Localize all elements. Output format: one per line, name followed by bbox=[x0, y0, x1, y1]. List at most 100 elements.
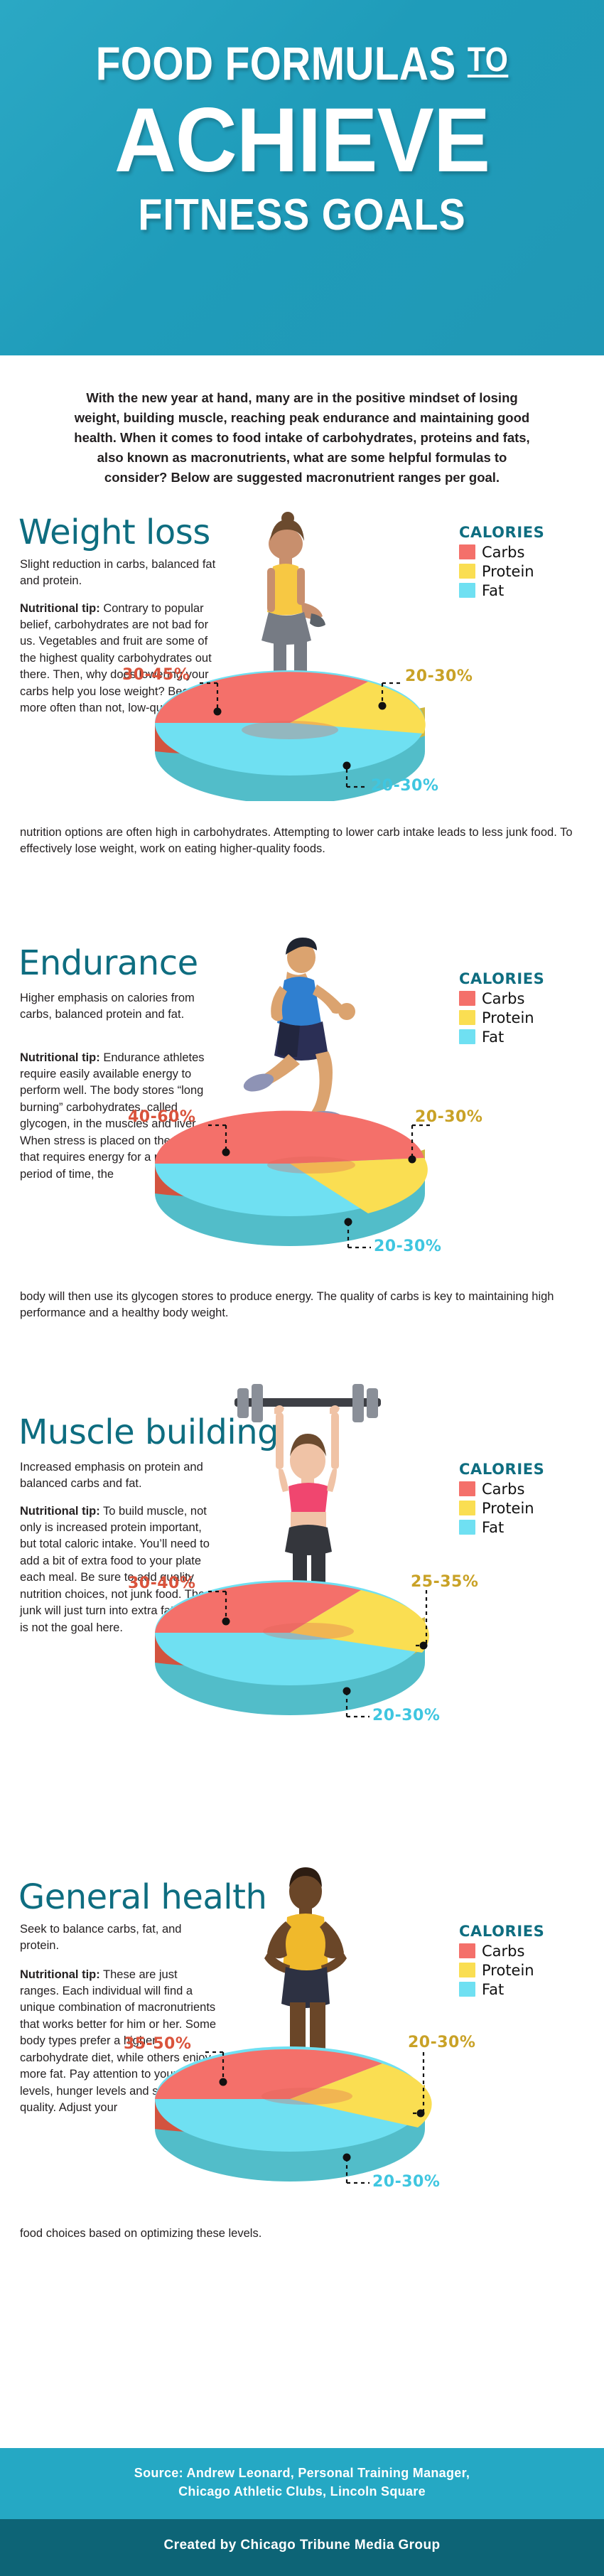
pct-fat-endurance: 20-30% bbox=[374, 1237, 442, 1255]
legend-row-protein: Protein bbox=[459, 1500, 544, 1517]
source-line-2: Chicago Athletic Clubs, Lincoln Square bbox=[178, 2484, 426, 2499]
section-weight-loss: Weight loss Slight reduction in carbs, b… bbox=[0, 510, 604, 936]
tip-label: Nutritional tip: bbox=[20, 1504, 100, 1518]
legend-row-protein: Protein bbox=[459, 1009, 544, 1026]
intro-paragraph: With the new year at hand, many are in t… bbox=[74, 390, 530, 485]
header-banner: FOOD FORMULAS TO ACHIEVE FITNESS GOALS bbox=[0, 0, 604, 355]
legend-row-fat: Fat bbox=[459, 1029, 544, 1046]
legend-row-protein: Protein bbox=[459, 563, 544, 580]
legend-row-fat: Fat bbox=[459, 1519, 544, 1536]
legend-title: CALORIES bbox=[459, 523, 545, 541]
pct-protein-weight-loss: 20-30% bbox=[405, 667, 473, 685]
legend-row-carbs: Carbs bbox=[459, 990, 544, 1007]
legend-label-fat: Fat bbox=[482, 581, 505, 599]
legend-label-carbs: Carbs bbox=[482, 1942, 525, 1960]
legend-row-fat: Fat bbox=[459, 1981, 544, 1998]
section-general-health: General health Seek to balance carbs, fa… bbox=[0, 1867, 604, 2322]
legend-swatch-fat bbox=[459, 583, 475, 599]
legend-swatch-fat bbox=[459, 1520, 475, 1535]
leader-lines bbox=[225, 1589, 428, 1717]
source-bar: Source: Andrew Leonard, Personal Trainin… bbox=[0, 2448, 604, 2519]
pie-svg bbox=[155, 1867, 432, 2184]
pct-carbs-endurance: 40-60% bbox=[128, 1107, 196, 1126]
section-tail-endurance: body will then use its glycogen stores t… bbox=[20, 1289, 554, 1319]
legend-title: CALORIES bbox=[459, 970, 545, 987]
leader-dot-protein bbox=[378, 702, 387, 710]
legend-swatch-protein bbox=[459, 1963, 475, 1978]
credit-text: Created by Chicago Tribune Media Group bbox=[163, 2538, 441, 2553]
pie-svg bbox=[154, 937, 432, 1248]
pct-fat-general-health: 20-30% bbox=[372, 2172, 441, 2191]
legend-row-carbs: Carbs bbox=[459, 1481, 544, 1498]
pie-geometry bbox=[155, 2046, 432, 2181]
title-line-3: FITNESS GOALS bbox=[138, 190, 466, 240]
legend-muscle-building: CALORIES Carbs Protein Fat bbox=[459, 1461, 544, 1538]
legend-weight-loss: CALORIES Carbs Protein Fat bbox=[459, 524, 544, 601]
legend-label-fat: Fat bbox=[482, 1028, 505, 1046]
legend-row-carbs: Carbs bbox=[459, 544, 544, 561]
legend-label-protein: Protein bbox=[482, 562, 534, 580]
tip-label: Nutritional tip: bbox=[20, 601, 100, 615]
leader-dot-fat bbox=[343, 1687, 351, 1695]
pie-chart-endurance: 40-60% 20-30% 20-30% bbox=[128, 929, 482, 1263]
tip-body: Contrary to popular belief, carbohydrate… bbox=[20, 601, 214, 715]
section-heading-general-health: General health bbox=[18, 1877, 267, 1917]
legend-label-fat: Fat bbox=[482, 1980, 505, 1998]
legend-title: CALORIES bbox=[459, 1922, 545, 1940]
leader-dot-fat bbox=[343, 2153, 351, 2162]
tip-label: Nutritional tip: bbox=[20, 1968, 100, 1981]
section-lead-weight-loss: Slight reduction in carbs, balanced fat … bbox=[20, 557, 216, 587]
tip-body: These are just ranges. Each individual w… bbox=[20, 1968, 217, 2114]
figure-male-runner bbox=[243, 937, 355, 1131]
legend-row-protein: Protein bbox=[459, 1962, 544, 1979]
section-lead-endurance: Higher emphasis on calories from carbs, … bbox=[20, 991, 195, 1021]
pie-geometry bbox=[155, 1579, 430, 1715]
pct-carbs-weight-loss: 30-45% bbox=[122, 665, 190, 684]
legend-label-protein: Protein bbox=[482, 1499, 534, 1517]
legend-endurance: CALORIES Carbs Protein Fat bbox=[459, 970, 544, 1048]
pct-fat-weight-loss: 20-30% bbox=[371, 776, 439, 795]
pie-chart-muscle-building: 30-40% 25-35% 20-30% bbox=[128, 1383, 479, 1731]
section-endurance: Endurance Higher emphasis on calories fr… bbox=[0, 936, 604, 1398]
leader-dot-fat bbox=[344, 1218, 352, 1226]
section-muscle-building: Muscle building Increased emphasis on pr… bbox=[0, 1383, 604, 1867]
legend-label-carbs: Carbs bbox=[482, 989, 525, 1007]
leader-dot-carbs bbox=[222, 1148, 230, 1156]
pct-carbs-general-health: 35-50% bbox=[124, 2034, 192, 2053]
leader-lines bbox=[225, 1125, 414, 1247]
leader-lines bbox=[222, 2051, 425, 2183]
leader-dot-carbs bbox=[222, 1617, 230, 1626]
legend-swatch-fat bbox=[459, 1029, 475, 1045]
credit-bar: Created by Chicago Tribune Media Group bbox=[0, 2519, 604, 2576]
legend-general-health: CALORIES Carbs Protein Fat bbox=[459, 1923, 544, 2000]
legend-title: CALORIES bbox=[459, 1460, 545, 1478]
title-line-1: FOOD FORMULAS TO bbox=[43, 40, 562, 87]
leader-dot-carbs bbox=[219, 2078, 227, 2086]
section-lead-muscle-building: Increased emphasis on protein and balanc… bbox=[20, 1460, 203, 1490]
legend-swatch-protein bbox=[459, 1010, 475, 1026]
legend-label-protein: Protein bbox=[482, 1961, 534, 1979]
legend-label-fat: Fat bbox=[482, 1518, 505, 1536]
title-line-1-to: TO bbox=[467, 41, 509, 79]
pct-protein-endurance: 20-30% bbox=[415, 1107, 483, 1126]
leader-dot-fat bbox=[343, 761, 351, 770]
tip-body: To build muscle, not only is increased p… bbox=[20, 1504, 210, 1634]
legend-row-fat: Fat bbox=[459, 582, 544, 599]
pct-fat-muscle-building: 20-30% bbox=[372, 1706, 441, 1724]
section-tip-general-health: Nutritional tip: These are just ranges. … bbox=[20, 1967, 217, 2117]
legend-swatch-fat bbox=[459, 1982, 475, 1997]
title-line-1-main: FOOD FORMULAS bbox=[95, 37, 468, 90]
figure-man-hands-on-hips bbox=[264, 1867, 347, 2083]
section-heading-weight-loss: Weight loss bbox=[18, 512, 210, 552]
pie-svg bbox=[155, 511, 426, 801]
pie-geometry bbox=[155, 670, 426, 801]
section-lead-general-health: Seek to balance carbs, fat, and protein. bbox=[20, 1922, 182, 1952]
pct-protein-muscle-building: 25-35% bbox=[411, 1572, 479, 1591]
leader-dot-protein bbox=[408, 1155, 416, 1164]
section-tip-weight-loss: Nutritional tip: Contrary to popular bel… bbox=[20, 601, 217, 717]
pie-chart-weight-loss: 30-45% 20-30% 20-30% bbox=[122, 488, 475, 801]
legend-swatch-carbs bbox=[459, 1943, 475, 1959]
leader-dot-carbs bbox=[213, 707, 222, 716]
section-tip-muscle-building: Nutritional tip: To build muscle, not on… bbox=[20, 1503, 217, 1636]
section-tail-weight-loss: nutrition options are often high in carb… bbox=[20, 825, 573, 855]
